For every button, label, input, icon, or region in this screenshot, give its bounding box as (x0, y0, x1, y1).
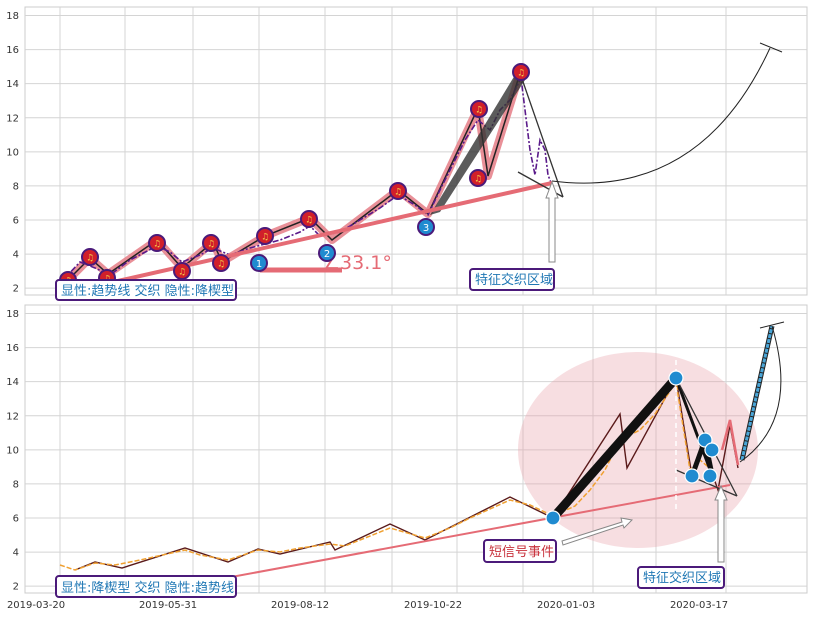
x-ticks-bottom: 2019-03-20 2019-05-31 2019-08-12 2019-10-22… (7, 600, 728, 611)
blue-marker-label: 2 (324, 249, 330, 260)
short-signal-arrow (561, 517, 634, 546)
red-marker (512, 63, 530, 81)
y-tick-label: 8 (13, 181, 19, 192)
red-marker-glyph: ♫ (517, 69, 525, 79)
x-tick-label: 2020-03-17 (670, 600, 728, 611)
y-tick-label: 14 (6, 377, 19, 388)
red-marker-glyph: ♫ (217, 260, 225, 270)
caption-label-bottom: 显性:降楔型 交织 隐性:趋势线 (61, 580, 234, 596)
highlight-ellipse-bottom (518, 352, 758, 548)
annotation-label-top: 特征交织区域 (475, 272, 553, 288)
y-tick-label: 18 (6, 309, 19, 320)
red-marker-glyph: ♫ (207, 240, 215, 250)
angle-label-top: ∠33.1° (323, 252, 392, 274)
short-signal-box (483, 539, 557, 563)
blue-marker (417, 218, 435, 236)
red-marker (256, 227, 274, 245)
blue-markers-top: 1 2 3 (250, 218, 435, 272)
red-marker-glyph: ♫ (475, 106, 483, 116)
secondary-peak-bottom (720, 419, 740, 466)
grid-top (25, 7, 807, 295)
red-marker-glyph: ♫ (261, 233, 269, 243)
x-tick-label: 2019-08-12 (271, 600, 329, 611)
blue-marker (545, 510, 561, 526)
panel-bottom-background (24, 304, 808, 594)
blue-marker (318, 244, 336, 262)
wedge-top (430, 75, 525, 215)
annotation-box-bottom (637, 566, 725, 589)
y-tick-label: 8 (13, 479, 19, 490)
forecast-arc-top (551, 47, 771, 184)
blue-markers-bottom (545, 370, 720, 526)
wedge-line-bottom-1 (549, 375, 680, 521)
y-tick-label: 4 (13, 548, 19, 559)
blue-marker (702, 468, 718, 484)
forecast-arc-bottom (739, 325, 782, 463)
y-tick-label: 10 (6, 147, 19, 158)
annotation-box-top (469, 268, 555, 291)
red-marker-glyph: ♫ (178, 268, 186, 278)
caption-box-top (55, 279, 237, 301)
red-marker-glyph: ♫ (153, 240, 161, 250)
annotation-arrow-bottom (714, 484, 728, 563)
red-marker (148, 234, 166, 252)
y-tick-label: 16 (6, 343, 19, 354)
price-series-bottom (59, 379, 713, 571)
y-ticks-top: 2 4 6 8 10 12 14 16 18 (6, 11, 19, 295)
y-tick-label: 6 (13, 216, 19, 227)
red-marker-glyph: ♫ (305, 216, 313, 226)
blue-marker (250, 254, 268, 272)
blue-marker-label: 1 (256, 259, 262, 270)
y-ticks-bottom: 2 4 6 8 10 12 14 16 18 (6, 309, 19, 593)
red-marker-glyph: ♫ (86, 254, 94, 264)
red-marker-glyph: ♫ (394, 188, 402, 198)
red-marker-glyph: ♫ (474, 175, 482, 185)
x-tick-label: 2019-05-31 (139, 600, 197, 611)
forecast-bar-bottom (740, 325, 774, 461)
x-tick-label: 2020-01-03 (537, 600, 595, 611)
y-tick-label: 2 (13, 582, 19, 593)
annotation-label-bottom: 特征交织区域 (643, 570, 721, 586)
support-line-bottom (214, 484, 731, 581)
blue-marker-label: 3 (423, 223, 429, 234)
red-marker (212, 254, 230, 272)
y-tick-label: 2 (13, 284, 19, 295)
blue-marker (704, 442, 720, 458)
red-marker (81, 248, 99, 266)
y-tick-label: 6 (13, 514, 19, 525)
x-tick-label: 2019-03-20 (7, 600, 65, 611)
wedge-line-bottom-2 (674, 377, 714, 476)
arrow-line-top-1 (520, 75, 564, 198)
y-tick-label: 14 (6, 79, 19, 90)
y-tick-label: 4 (13, 250, 19, 261)
forecast-cap-top (759, 42, 783, 53)
red-marker (470, 100, 488, 118)
y-tick-label: 16 (6, 45, 19, 56)
blue-marker (684, 468, 700, 484)
caption-label-top: 显性:趋势线 交织 隐性:降楔型 (61, 283, 234, 299)
y-tick-label: 18 (6, 11, 19, 22)
red-marker (389, 182, 407, 200)
y-tick-label: 10 (6, 445, 19, 456)
forecast-cap-bottom (759, 321, 785, 329)
short-signal-label: 短信号事件 (489, 545, 554, 560)
y-tick-label: 12 (6, 411, 19, 422)
x-tick-label: 2019-10-22 (404, 600, 462, 611)
red-marker (469, 169, 487, 187)
red-marker (300, 210, 318, 228)
y-tick-label: 12 (6, 113, 19, 124)
caption-box-bottom (55, 575, 237, 598)
annotation-arrow-top (545, 180, 559, 263)
red-marker (202, 234, 220, 252)
blue-marker (668, 370, 684, 386)
